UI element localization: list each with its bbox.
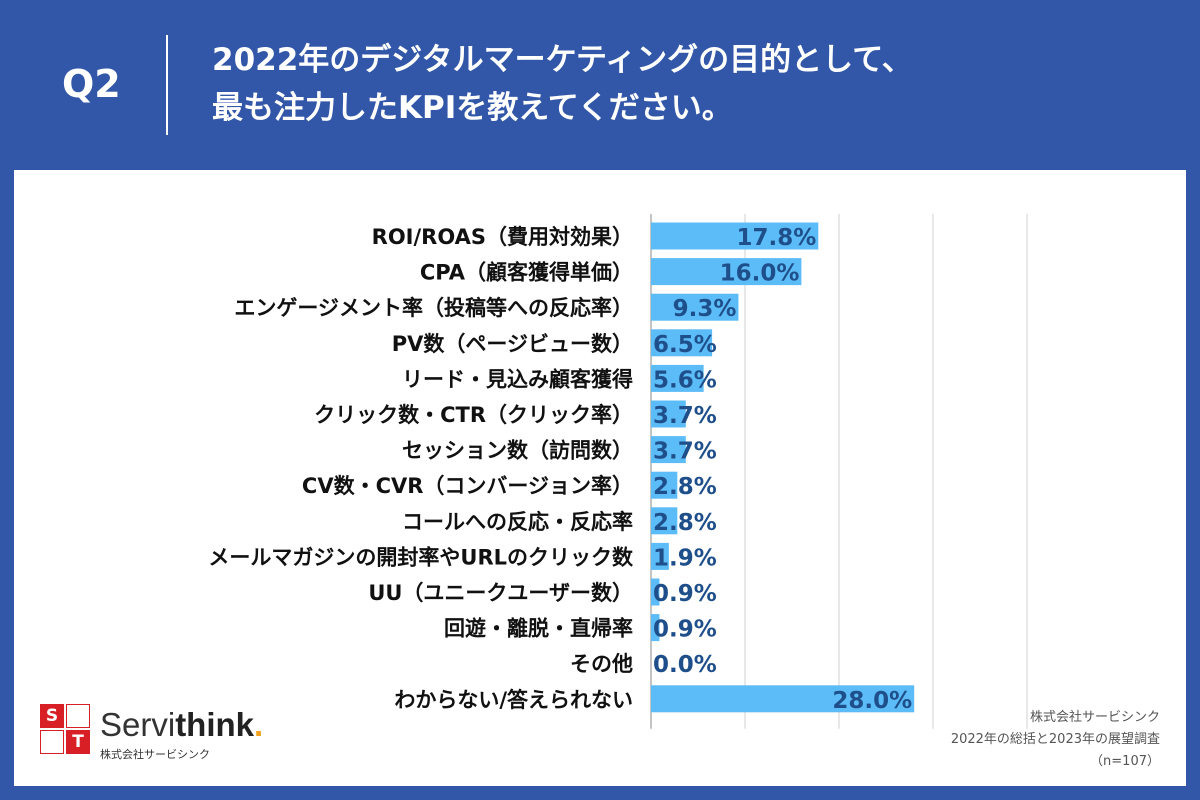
data-label: 3.7% (653, 403, 717, 429)
chart-panel: ROI/ROAS（費用対効果） 17.8% CPA（顧客獲得単価） 16.0% エンゲー… (14, 170, 1186, 786)
category-label: コールへの反応・反応率 (402, 510, 633, 534)
category-label: クリック数・CTR（クリック率） (314, 403, 633, 427)
bar (651, 222, 819, 250)
data-label: 2.8% (653, 510, 717, 536)
question-title-line2: 最も注力したKPIを教えてください。 (212, 90, 733, 126)
data-label: 2.8% (653, 474, 717, 500)
bar (651, 578, 660, 606)
category-label: 回遊・離脱・直帰率 (444, 617, 633, 641)
data-label: 5.6% (653, 367, 717, 393)
source-note: 株式会社サービシンク 2022年の総括と2023年の展望調査 （n=107） (951, 707, 1160, 773)
category-label: その他 (570, 652, 633, 676)
header: Q2 2022年のデジタルマーケティングの目的として、 最も注力したKPIを教え… (0, 0, 1200, 170)
source-company: 株式会社サービシンク (1029, 710, 1160, 725)
logo-name-dot: . (254, 706, 264, 743)
data-label: 6.5% (653, 332, 717, 358)
logo-letter-s: S (40, 704, 64, 728)
category-label: セッション数（訪問数） (402, 439, 633, 463)
logo-cell-blank (66, 704, 90, 728)
data-label: 0.0% (653, 652, 717, 678)
bar-chart: ROI/ROAS（費用対効果） 17.8% CPA（顧客獲得単価） 16.0% エンゲー… (208, 214, 1028, 729)
category-label: PV数（ページビュー数） (392, 332, 633, 356)
company-logo: S T Servithink. 株式会社サービシンク (40, 704, 300, 764)
logo-letter-t: T (66, 730, 90, 754)
question-title-line1: 2022年のデジタルマーケティングの目的として、 (212, 42, 913, 78)
data-label: 28.0% (832, 688, 912, 714)
source-sample-size: （n=107） (1090, 754, 1160, 769)
bar (651, 685, 915, 713)
category-label: ROI/ROAS（費用対効果） (372, 225, 633, 249)
logo-name-bold: think (175, 706, 255, 743)
data-label: 0.9% (653, 581, 717, 607)
bar (651, 329, 713, 357)
bar (651, 507, 678, 535)
bar (651, 614, 660, 642)
category-label: メールマガジンの開封率やURLのクリック数 (208, 545, 634, 569)
category-label: CPA（顧客獲得単価） (420, 261, 633, 285)
question-title: 2022年のデジタルマーケティングの目的として、 最も注力したKPIを教えてくだ… (212, 36, 913, 132)
logo-wordmark: Servithink. (100, 706, 263, 744)
category-label: エンゲージメント率（投稿等への反応率） (234, 296, 633, 320)
bar (651, 258, 802, 286)
bar (651, 471, 678, 499)
bar (651, 436, 686, 464)
category-label: UU（ユニークユーザー数） (368, 581, 633, 605)
bar (651, 542, 669, 570)
data-label: 17.8% (737, 225, 817, 251)
data-label: 1.9% (653, 545, 717, 571)
data-label: 16.0% (720, 261, 800, 287)
data-label: 0.9% (653, 617, 717, 643)
data-label: 9.3% (673, 296, 737, 322)
question-number: Q2 (62, 62, 121, 106)
logo-subtitle: 株式会社サービシンク (100, 748, 210, 761)
bar (651, 293, 739, 321)
bar (651, 364, 704, 392)
source-survey: 2022年の総括と2023年の展望調査 (950, 732, 1160, 747)
bar (651, 400, 686, 428)
header-divider (166, 35, 168, 135)
category-label: わからない/答えられない (394, 688, 633, 712)
logo-name-plain: Servi (100, 706, 176, 743)
data-label: 3.7% (653, 439, 717, 465)
category-label: リード・見込み顧客獲得 (402, 367, 633, 391)
logo-cell-blank-2 (40, 730, 64, 754)
category-label: CV数・CVR（コンバージョン率） (302, 474, 633, 498)
